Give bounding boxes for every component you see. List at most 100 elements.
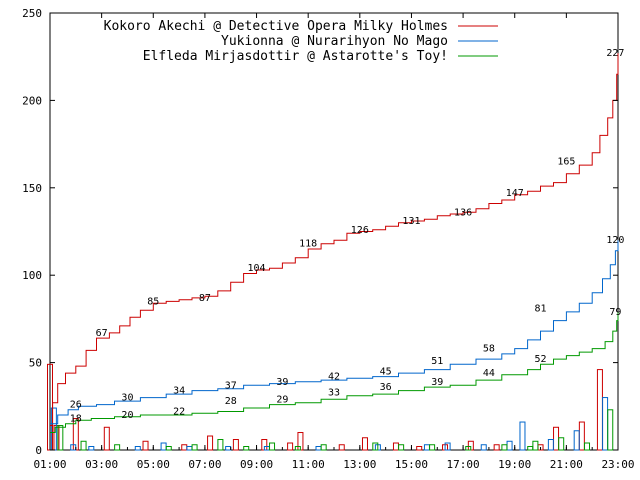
x-tick-label: 17:00 [447, 458, 480, 471]
bar [269, 442, 276, 451]
data-label: 36 [380, 382, 392, 393]
data-label: 67 [96, 328, 108, 339]
y-tick-label: 0 [35, 444, 42, 457]
data-label: 44 [483, 368, 495, 379]
bar [207, 435, 214, 451]
bar [506, 440, 513, 451]
y-tick-label: 50 [29, 357, 42, 370]
data-label: 118 [299, 239, 317, 250]
bar [80, 440, 87, 451]
bar [532, 440, 539, 451]
bar [416, 446, 423, 451]
bar [372, 442, 379, 451]
bar [57, 425, 64, 451]
data-label: 131 [402, 216, 420, 227]
bar [547, 439, 554, 451]
x-tick-label: 13:00 [343, 458, 376, 471]
series-line [50, 53, 619, 426]
legend-label: Elfleda Mirjasdottir @ Astarotte's Toy! [143, 49, 448, 64]
bar [596, 369, 603, 451]
x-tick-label: 07:00 [188, 458, 221, 471]
legend-label: Kokoro Akechi @ Detective Opera Milky Ho… [104, 19, 448, 34]
series-line [50, 311, 619, 433]
data-label: 22 [173, 407, 185, 418]
bar [553, 426, 560, 451]
bar [519, 421, 526, 451]
bar [584, 442, 591, 451]
y-axis: 0 50 100 150 200 250 [22, 7, 618, 457]
bar [134, 446, 141, 451]
y-tick-label: 250 [22, 7, 42, 20]
data-label: 227 [606, 48, 624, 59]
x-tick-label: 01:00 [33, 458, 66, 471]
data-label: 29 [276, 394, 288, 405]
bar [232, 439, 239, 451]
x-tick-label: 23:00 [601, 458, 634, 471]
x-tick-label: 21:00 [550, 458, 583, 471]
plot-frame [49, 12, 619, 451]
data-label: 28 [225, 396, 237, 407]
x-axis: 01:00 03:00 05:00 07:00 09:00 11:00 13:00 15:00… [33, 13, 635, 471]
data-label: 87 [199, 293, 211, 304]
data-label: 52 [535, 354, 547, 365]
bar [181, 444, 188, 451]
data-label: 39 [276, 377, 288, 388]
bar [578, 421, 585, 451]
bar [558, 437, 565, 451]
bar [114, 444, 121, 451]
data-label: 165 [557, 157, 575, 168]
bar [444, 442, 451, 451]
data-label: 51 [431, 356, 443, 367]
x-tick-label: 15:00 [395, 458, 428, 471]
legend: Kokoro Akechi @ Detective Opera Milky Ho… [104, 19, 498, 64]
bar [398, 444, 405, 451]
data-label: 33 [328, 387, 340, 398]
data-label: 126 [351, 225, 369, 236]
data-label: 147 [506, 188, 524, 199]
bar [217, 439, 224, 451]
data-label: 58 [483, 344, 495, 355]
data-label: 79 [609, 307, 621, 318]
bar [501, 444, 508, 451]
data-label: 18 [70, 414, 82, 425]
bar [465, 446, 472, 451]
bar [315, 446, 322, 451]
data-label: 81 [535, 303, 547, 314]
bar [429, 444, 436, 451]
bar [165, 446, 172, 451]
x-tick-label: 09:00 [240, 458, 273, 471]
data-label: 30 [121, 393, 133, 404]
data-label: 34 [173, 386, 185, 397]
labels-layer: 67 85 87 104 118 126 131 136 147 165 227 26 30 34 37 39… [70, 48, 625, 424]
bar [142, 440, 149, 451]
data-label: 20 [121, 410, 133, 421]
data-label: 136 [454, 207, 472, 218]
bar [480, 444, 487, 451]
bar [527, 446, 534, 451]
y-tick-label: 100 [22, 269, 42, 282]
series-line [50, 240, 619, 425]
data-label: 85 [147, 296, 159, 307]
data-label: 104 [248, 263, 266, 274]
bar [392, 442, 399, 451]
data-label: 39 [431, 377, 443, 388]
bar [160, 442, 167, 451]
data-label: 42 [328, 372, 340, 383]
data-label: 37 [225, 380, 237, 391]
lines-layer [50, 53, 619, 433]
bar [361, 437, 368, 451]
x-tick-label: 19:00 [498, 458, 531, 471]
bar [191, 444, 198, 451]
bar [88, 446, 95, 451]
bar [243, 446, 250, 451]
x-tick-label: 11:00 [292, 458, 325, 471]
bar [423, 444, 430, 451]
data-label: 120 [606, 235, 624, 246]
bar [607, 409, 614, 451]
data-label: 26 [70, 400, 82, 411]
bar [103, 426, 110, 451]
x-tick-label: 03:00 [85, 458, 118, 471]
bar [338, 444, 345, 451]
y-tick-label: 150 [22, 182, 42, 195]
